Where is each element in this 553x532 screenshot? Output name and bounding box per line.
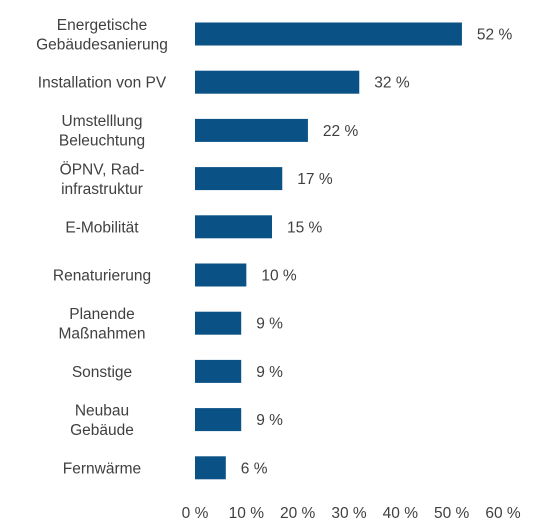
category-label-9: Fernwärme [63, 460, 141, 477]
bar-6 [195, 311, 242, 335]
value-label-8: 9 % [256, 412, 283, 429]
x-tick-label-3: 30 % [331, 505, 367, 522]
bar-5 [195, 263, 247, 287]
value-label-6: 9 % [256, 316, 283, 333]
category-label-3: ÖPNV, Rad-infrastruktur [60, 160, 145, 198]
value-label-7: 9 % [256, 364, 283, 381]
x-tick-label-5: 50 % [434, 505, 470, 522]
x-tick-label-1: 10 % [229, 505, 265, 522]
bar-3 [195, 167, 283, 191]
value-label-5: 10 % [261, 268, 297, 285]
value-label-4: 15 % [287, 219, 323, 236]
category-label-6: Planende Maßnahmen [58, 306, 145, 343]
bar-1 [195, 70, 360, 94]
category-label-1: Installation von PV [38, 75, 167, 92]
bar-0 [195, 22, 462, 46]
bar-2 [195, 118, 308, 142]
bar-4 [195, 215, 272, 239]
category-label-5: Renaturierung [53, 268, 151, 285]
x-tick-label-4: 40 % [383, 505, 419, 522]
bar-7 [195, 359, 242, 383]
bars [195, 22, 462, 480]
bar-9 [195, 456, 226, 480]
category-label-8: Neubau Gebäude [70, 402, 134, 439]
x-tick-label-6: 60 % [485, 505, 521, 522]
category-label-7: Sonstige [72, 364, 132, 381]
category-labels: Energetische Gebäudesanierung Installation… [36, 17, 168, 478]
value-label-3: 17 % [297, 171, 333, 188]
value-label-1: 32 % [374, 75, 410, 92]
value-labels: 52 % 32 % 22 % 17 % 15 % 10 % 9 % 9 % 9 % 6 % [241, 27, 513, 478]
category-label-4: E-Mobilität [65, 219, 139, 236]
value-label-0: 52 % [477, 27, 513, 44]
category-label-2: Umstelllung Beleuchtung [59, 113, 145, 149]
x-tick-label-0: 0 % [182, 505, 209, 522]
bar-8 [195, 408, 242, 432]
value-label-2: 22 % [323, 123, 359, 140]
value-label-9: 6 % [241, 460, 268, 477]
category-label-0: Energetische Gebäudesanierung [36, 17, 168, 54]
x-axis-tick-labels: 0 % 10 % 20 % 30 % 40 % 50 % 60 % [182, 505, 521, 522]
x-tick-label-2: 20 % [280, 505, 316, 522]
